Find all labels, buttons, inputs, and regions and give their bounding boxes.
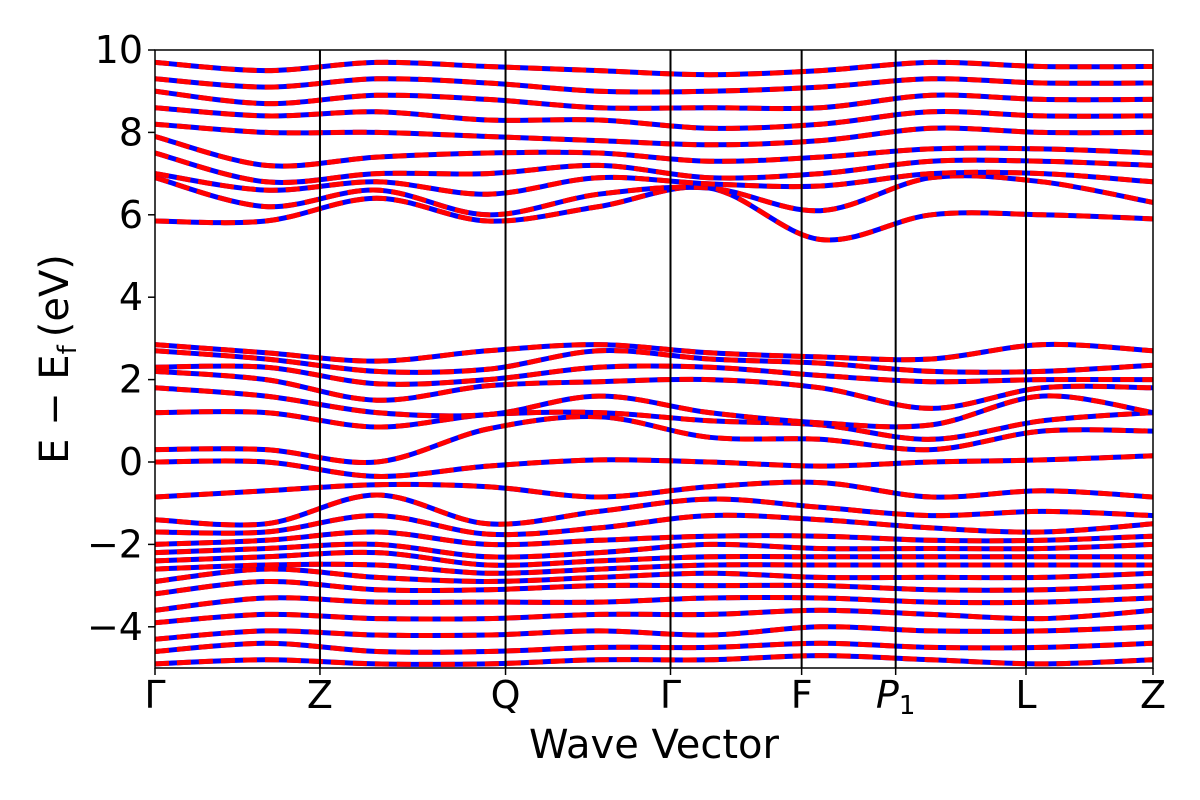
band-3-red <box>155 409 1153 442</box>
band-20-red <box>155 624 1153 642</box>
y-tick-label-6: 8 <box>119 110 143 154</box>
band-26-red <box>155 150 1153 185</box>
kpath-vertical-lines <box>318 50 1027 668</box>
band-23-red <box>155 184 1153 243</box>
x-tick-label-3: Γ <box>660 673 681 717</box>
band-32-red <box>155 59 1153 78</box>
x-tick-label-2: Q <box>491 673 521 717</box>
y-axis-label-subscript: f <box>53 344 83 354</box>
band-15-red <box>155 561 1153 576</box>
band-lines <box>155 59 1153 667</box>
band-4-red <box>155 385 1153 430</box>
band-12-red <box>155 529 1153 548</box>
plot-frame <box>154 49 1154 669</box>
band-18-red <box>155 594 1153 613</box>
band-8-red <box>155 341 1153 364</box>
band-16-red <box>155 566 1153 585</box>
y-tick-label-2: 0 <box>119 440 143 484</box>
band-2-red <box>155 414 1153 466</box>
band-10-red <box>155 492 1153 528</box>
y-tick-label-7: 10 <box>95 28 143 72</box>
band-7-blue <box>155 348 1153 375</box>
band-11-blue <box>155 512 1153 538</box>
band-13-red <box>155 541 1153 560</box>
band-14-red <box>155 549 1153 568</box>
band-5-red <box>155 368 1153 411</box>
y-tick-label-1: −2 <box>87 522 143 566</box>
band-7-red <box>155 348 1153 375</box>
y-axis-label-main: E − E <box>32 354 78 464</box>
band-6-red <box>155 363 1153 387</box>
band-19-red <box>155 607 1153 626</box>
x-tick-label-1: Z <box>307 673 333 717</box>
y-tick-label-4: 4 <box>119 275 143 319</box>
y-axis-label-unit: (eV) <box>32 254 78 337</box>
band-17-red <box>155 578 1153 597</box>
band-25-red <box>155 169 1153 197</box>
y-tick-label-0: −4 <box>87 605 143 649</box>
x-tick-label-4: F <box>791 673 813 717</box>
band-29-blue <box>155 105 1153 131</box>
band-1-red <box>155 453 1153 479</box>
y-axis-label: E − Ef (eV) <box>32 254 83 464</box>
band-21-red <box>155 640 1153 655</box>
band-27-red <box>155 134 1153 169</box>
x-tick-label-5: P1 <box>876 673 915 721</box>
band-1-blue <box>155 453 1153 479</box>
x-tick-label-0: Γ <box>144 673 165 717</box>
band-24-red <box>155 173 1153 218</box>
band-31-red <box>155 76 1153 95</box>
x-axis: Γ Z Q Γ F P1 L Z <box>144 668 1166 721</box>
band-11-red <box>155 512 1153 538</box>
band-28-red <box>155 121 1153 148</box>
band-9-blue <box>155 479 1153 500</box>
band-22-red <box>155 653 1153 667</box>
y-axis: −4 −2 0 2 4 6 8 10 <box>87 28 155 649</box>
band-9-red <box>155 479 1153 500</box>
x-tick-label-6: L <box>1015 673 1036 717</box>
band-28-blue <box>155 121 1153 148</box>
y-tick-label-3: 2 <box>119 358 143 402</box>
band-29-red <box>155 105 1153 131</box>
x-tick-label-7: Z <box>1140 673 1166 717</box>
band-30-red <box>155 88 1153 112</box>
x-axis-label: Wave Vector <box>529 722 780 768</box>
y-tick-label-5: 6 <box>119 193 143 237</box>
